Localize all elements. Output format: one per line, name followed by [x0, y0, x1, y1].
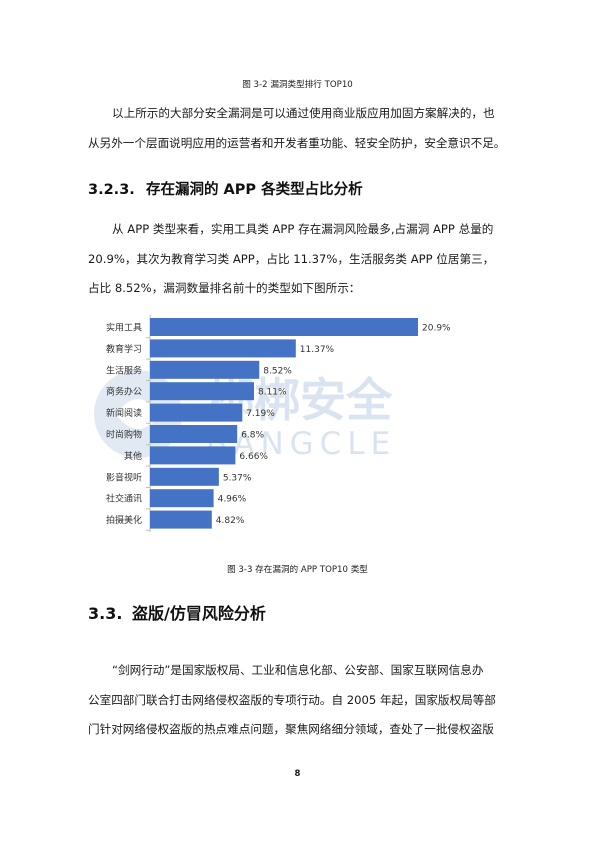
bar — [150, 467, 219, 486]
bar-value-label: 6.8% — [241, 431, 264, 441]
bar-value-label: 4.96% — [218, 495, 247, 505]
figure-caption-3-3: 图 3-3 存在漏洞的 APP TOP10 类型 — [227, 565, 368, 575]
bar-value-label: 8.52% — [263, 366, 292, 376]
category-label: 商务办公 — [106, 386, 142, 398]
bar-value-label: 6.66% — [239, 452, 268, 462]
category-label: 新闻阅读 — [106, 407, 142, 419]
bar-value-label: 7.19% — [246, 409, 275, 419]
paragraph-app-type-analysis: 从 APP 类型来看，实用工具类 APP 存在漏洞风险最多,占漏洞 APP 总量… — [88, 215, 508, 304]
bar-chart-vulnerable-app-types: 实用工具 20.9% 教育学习 11.37% 生活服务 8.52% 商务办公 8.11% 新闻阅… — [106, 315, 451, 532]
bar-value-label: 5.37% — [223, 473, 252, 483]
bar — [150, 510, 212, 529]
section-heading-3-2-3: 3.2.3. 存在漏洞的 APP 各类型占比分析 — [88, 178, 363, 199]
paragraph-line: 门针对网络侵权盗版的热点难点问题，聚焦网络细分领域，查处了一批侵权盗版 — [88, 722, 494, 736]
page-number: 8 — [294, 769, 301, 779]
bar — [150, 446, 236, 465]
category-label: 其他 — [124, 450, 142, 462]
section-title: 盗版/仿冒风险分析 — [132, 604, 266, 623]
paragraph-line: 以上所示的大部分安全漏洞是可以通过使用商业版应用加固方案解决的，也 — [112, 106, 495, 120]
section-heading-3-3: 3.3. 盗版/仿冒风险分析 — [88, 600, 266, 624]
category-label: 社交通讯 — [106, 493, 142, 505]
bar — [150, 382, 254, 401]
category-label: 实用工具 — [106, 322, 142, 334]
section-number: 3.3. — [88, 604, 123, 623]
bar — [150, 489, 214, 508]
bar — [150, 318, 418, 336]
bar — [150, 360, 260, 379]
paragraph-line: “剑网行动”是国家版权局、工业和信息化部、公安部、国家互联网信息办 — [112, 663, 484, 677]
paragraph-jianwang-action: “剑网行动”是国家版权局、工业和信息化部、公安部、国家互联网信息办 公室四部门联… — [88, 656, 508, 745]
category-label: 影音视听 — [106, 471, 142, 483]
section-number: 3.2.3. — [88, 182, 135, 198]
category-label: 生活服务 — [106, 364, 142, 376]
category-label: 拍摄美化 — [106, 514, 142, 526]
paragraph-line: 20.9%，其次为教育学习类 APP，占比 11.37%，生活服务类 APP 位… — [88, 251, 495, 266]
paragraph-security-summary: 以上所示的大部分安全漏洞是可以通过使用商业版应用加固方案解决的，也 从另外一个层… — [88, 99, 508, 158]
paragraph-line: 从 APP 类型来看，实用工具类 APP 存在漏洞风险最多,占漏洞 APP 总量… — [112, 222, 494, 236]
section-title: 存在漏洞的 APP 各类型占比分析 — [146, 182, 363, 198]
bar-value-label: 11.37% — [300, 345, 335, 355]
paragraph-line: 公室四部门联合打击网络侵权盗版的专项行动。自 2005 年起，国家版权局等部 — [88, 692, 496, 707]
paragraph-line: 从另外一个层面说明应用的运营者和开发者重功能、轻安全防护，安全意识不足。 — [88, 135, 506, 150]
bar-value-label: 8.11% — [258, 388, 287, 398]
paragraph-line: 占比 8.52%，漏洞数量排名前十的类型如下图所示： — [88, 281, 361, 295]
bar — [150, 339, 296, 358]
bar — [150, 425, 238, 443]
figure-caption-3-2: 图 3-2 漏洞类型排行 TOP10 — [242, 80, 353, 90]
bar-value-label: 20.9% — [422, 324, 451, 334]
bar-value-label: 4.82% — [216, 516, 245, 526]
bar — [150, 403, 243, 422]
category-label: 教育学习 — [106, 343, 142, 355]
category-label: 时尚购物 — [106, 429, 142, 441]
